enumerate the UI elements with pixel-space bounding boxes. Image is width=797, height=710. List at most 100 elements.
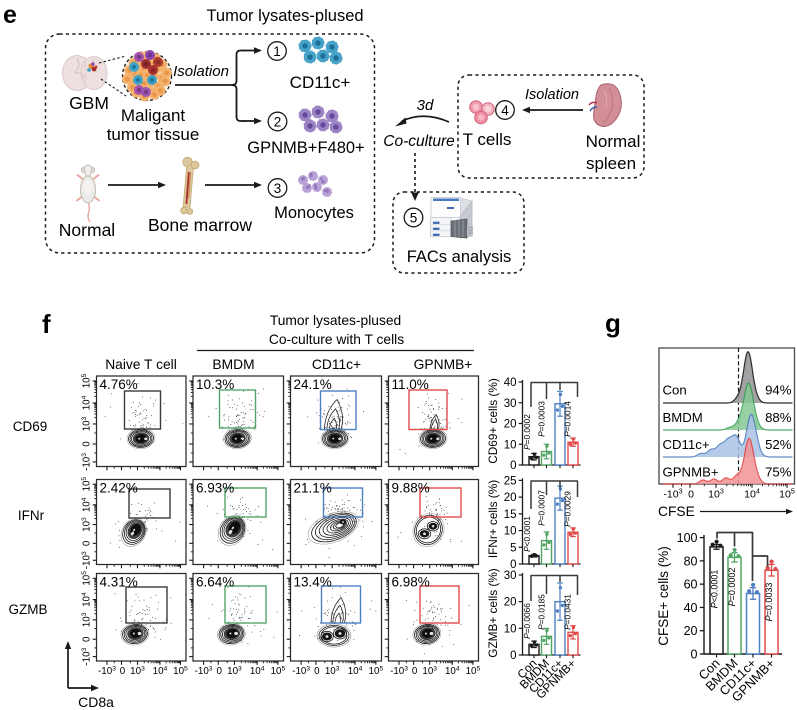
- svg-text:4.76%: 4.76%: [100, 377, 138, 392]
- svg-text:0: 0: [510, 650, 516, 662]
- svg-text:105: 105: [466, 665, 481, 677]
- svg-text:0: 0: [314, 666, 320, 677]
- svg-text:BMDM: BMDM: [212, 357, 254, 372]
- svg-text:4.31%: 4.31%: [100, 575, 138, 590]
- svg-text:6.98%: 6.98%: [392, 575, 430, 590]
- svg-text:Isolation: Isolation: [173, 63, 229, 80]
- svg-text:6.93%: 6.93%: [196, 481, 234, 496]
- svg-text:tumor tissue: tumor tissue: [107, 125, 200, 144]
- svg-text:105: 105: [81, 373, 93, 388]
- svg-text:Maligant: Maligant: [121, 106, 186, 125]
- svg-text:P=0.0007: P=0.0007: [537, 490, 547, 526]
- svg-text:2.42%: 2.42%: [100, 481, 138, 496]
- svg-text:103: 103: [130, 665, 145, 677]
- svg-text:Naive T cell: Naive T cell: [105, 357, 177, 372]
- svg-text:30: 30: [504, 570, 517, 582]
- svg-text:Tumor lysates-plused: Tumor lysates-plused: [270, 313, 401, 328]
- svg-text:IFNr: IFNr: [18, 508, 45, 523]
- svg-text:Con: Con: [663, 383, 687, 398]
- svg-text:10.3%: 10.3%: [196, 377, 234, 392]
- svg-text:f: f: [42, 309, 51, 339]
- svg-text:T cells: T cells: [463, 130, 512, 149]
- svg-text:P=0.0431: P=0.0431: [563, 594, 573, 630]
- svg-text:GPNMB+: GPNMB+: [414, 357, 473, 372]
- svg-text:P<0.0001: P<0.0001: [710, 570, 720, 609]
- svg-text:10: 10: [504, 439, 517, 451]
- svg-text:52%: 52%: [765, 437, 792, 452]
- svg-text:40: 40: [684, 601, 698, 615]
- svg-text:P<0.0001: P<0.0001: [522, 516, 532, 552]
- svg-text:CD69: CD69: [13, 419, 48, 434]
- svg-text:5: 5: [410, 210, 418, 225]
- svg-text:0: 0: [82, 636, 93, 642]
- svg-text:-103: -103: [98, 665, 116, 677]
- svg-text:10: 10: [504, 623, 517, 635]
- svg-text:5: 5: [510, 542, 516, 554]
- svg-text:P=0.0002: P=0.0002: [727, 568, 737, 607]
- svg-text:75%: 75%: [765, 465, 792, 480]
- svg-text:-103: -103: [81, 647, 93, 665]
- svg-text:0: 0: [412, 666, 418, 677]
- svg-text:0: 0: [510, 460, 516, 472]
- svg-text:25: 25: [504, 475, 517, 487]
- svg-text:P=0.0066: P=0.0066: [522, 603, 532, 639]
- svg-text:0: 0: [82, 540, 93, 546]
- svg-text:103: 103: [81, 416, 93, 431]
- svg-text:GPNMB+F480+: GPNMB+F480+: [247, 139, 364, 157]
- svg-text:0: 0: [691, 648, 698, 662]
- svg-text:0: 0: [217, 666, 223, 677]
- svg-text:10: 10: [504, 526, 517, 538]
- svg-text:20: 20: [504, 419, 517, 431]
- svg-text:20: 20: [684, 624, 698, 638]
- svg-text:100: 100: [677, 531, 698, 545]
- svg-text:103: 103: [81, 612, 93, 627]
- svg-text:P=0.0002: P=0.0002: [522, 414, 532, 450]
- svg-text:IFNr+ cells (%): IFNr+ cells (%): [486, 480, 500, 558]
- svg-text:g: g: [605, 308, 621, 338]
- svg-text:CD11c+: CD11c+: [290, 73, 351, 92]
- svg-text:105: 105: [779, 488, 795, 501]
- svg-text:104: 104: [445, 665, 460, 677]
- svg-text:94%: 94%: [765, 383, 792, 398]
- svg-text:40: 40: [504, 377, 517, 389]
- svg-text:3d: 3d: [417, 97, 434, 114]
- svg-text:60: 60: [684, 578, 698, 592]
- svg-text:80: 80: [684, 554, 698, 568]
- svg-text:BMDM: BMDM: [663, 410, 703, 425]
- svg-text:104: 104: [348, 665, 363, 677]
- svg-text:104: 104: [81, 592, 93, 607]
- svg-text:105: 105: [173, 665, 188, 677]
- svg-text:104: 104: [250, 665, 265, 677]
- svg-text:20: 20: [504, 492, 517, 504]
- svg-text:103: 103: [708, 488, 724, 501]
- svg-text:P=0.0185: P=0.0185: [537, 594, 547, 630]
- svg-text:CD11c+: CD11c+: [312, 357, 361, 372]
- svg-text:6.64%: 6.64%: [196, 575, 234, 590]
- svg-text:103: 103: [227, 665, 242, 677]
- svg-text:15: 15: [504, 509, 517, 521]
- svg-text:CD69+ cells (%): CD69+ cells (%): [486, 378, 500, 464]
- svg-text:0: 0: [120, 666, 126, 677]
- svg-text:104: 104: [81, 395, 93, 410]
- svg-text:CFSE: CFSE: [658, 504, 695, 519]
- svg-text:30: 30: [504, 398, 517, 410]
- svg-text:e: e: [3, 1, 17, 29]
- svg-text:GZMB+ cells (%): GZMB+ cells (%): [486, 568, 500, 658]
- svg-text:Isolation: Isolation: [525, 87, 579, 103]
- svg-text:CD11c+: CD11c+: [663, 437, 710, 452]
- svg-text:GZMB: GZMB: [9, 602, 48, 617]
- svg-text:spleen: spleen: [586, 154, 636, 173]
- svg-text:104: 104: [81, 497, 93, 512]
- svg-text:Tumor lysates-plused: Tumor lysates-plused: [206, 7, 363, 25]
- svg-text:CFSE+ cells (%): CFSE+ cells (%): [656, 546, 671, 645]
- svg-text:1: 1: [273, 44, 281, 59]
- svg-text:20: 20: [504, 597, 517, 609]
- svg-text:24.1%: 24.1%: [294, 377, 332, 392]
- svg-text:-103: -103: [195, 665, 213, 677]
- svg-text:Normal: Normal: [586, 132, 641, 151]
- svg-text:13.4%: 13.4%: [294, 575, 332, 590]
- svg-text:0: 0: [688, 489, 694, 501]
- svg-text:-103: -103: [390, 665, 408, 677]
- svg-text:CD8a: CD8a: [78, 694, 114, 710]
- svg-text:P=0.0029: P=0.0029: [563, 491, 573, 527]
